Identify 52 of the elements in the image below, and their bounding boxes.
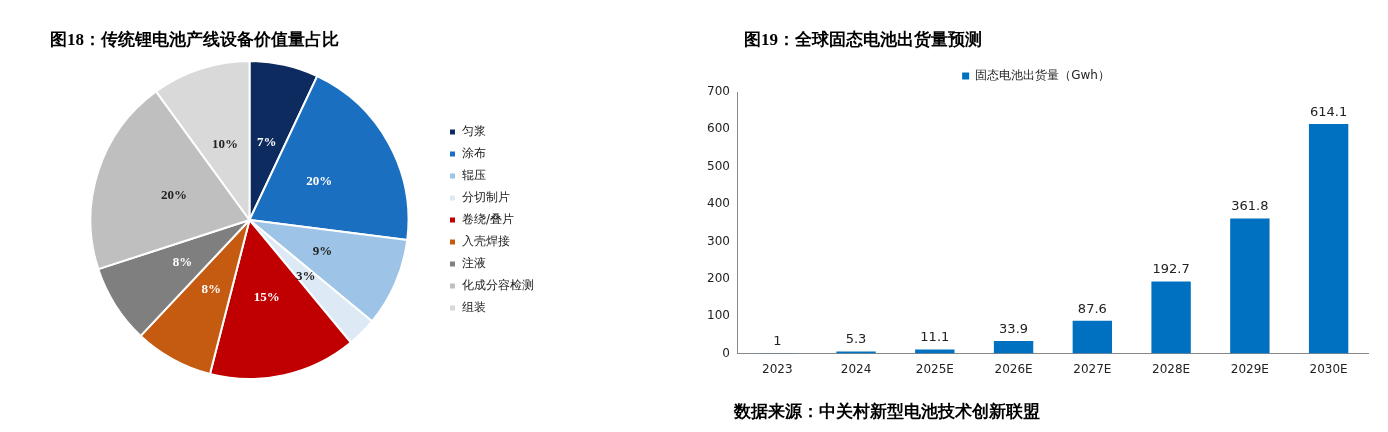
y-tick-label: 600 xyxy=(707,121,730,136)
legend-label: 匀浆 xyxy=(462,124,486,139)
legend-label: 卷绕/叠片 xyxy=(462,212,515,227)
bar xyxy=(1230,218,1270,354)
data-label: 20% xyxy=(160,186,187,202)
y-tick-label: 200 xyxy=(707,270,730,285)
source-note: 数据来源：中关村新型电池技术创新联盟 xyxy=(734,401,1040,423)
x-tick-label: 2025E xyxy=(915,361,954,376)
data-label: 9% xyxy=(312,242,333,258)
x-tick-label: 2027E xyxy=(1073,361,1112,376)
data-label: 8% xyxy=(201,281,221,297)
data-label: 3% xyxy=(295,267,316,283)
data-label: 15% xyxy=(253,288,280,304)
legend-label: 分切制片 xyxy=(462,190,510,205)
legend-label: 注液 xyxy=(462,256,486,271)
data-label: 361.8 xyxy=(1231,198,1269,214)
data-label: 5.3 xyxy=(845,331,867,347)
chart-title: 图19：全球固态电池出货量预测 xyxy=(744,29,982,51)
data-label: 11.1 xyxy=(920,329,950,345)
bar xyxy=(915,349,955,354)
x-tick-label: 2024 xyxy=(840,361,872,376)
x-tick-label: 2026E xyxy=(994,361,1033,376)
chart-title: 图18：传统锂电池产线设备价值量占比 xyxy=(50,29,339,51)
legend-label: 化成分容检测 xyxy=(462,278,534,293)
legend-label: 涂布 xyxy=(462,146,486,161)
x-tick-label: 2023 xyxy=(762,361,793,376)
data-label: 614.1 xyxy=(1310,103,1348,119)
legend-label: 组装 xyxy=(462,300,486,315)
x-tick-label: 2029E xyxy=(1230,361,1269,376)
data-label: 192.7 xyxy=(1152,261,1190,277)
legend-label: 入壳焊接 xyxy=(462,234,510,249)
bar xyxy=(1308,124,1349,354)
bar xyxy=(993,340,1034,354)
y-tick-label: 0 xyxy=(722,345,730,360)
y-tick-label: 400 xyxy=(707,196,730,211)
bar xyxy=(1072,320,1113,354)
data-label: 20% xyxy=(306,173,333,189)
y-tick-label: 700 xyxy=(707,84,730,99)
data-label: 8% xyxy=(172,253,193,269)
data-label: 7% xyxy=(257,133,277,149)
legend-label: 辊压 xyxy=(462,168,486,183)
y-tick-label: 500 xyxy=(707,158,730,173)
x-tick-label: 2028E xyxy=(1152,361,1191,376)
data-label: 10% xyxy=(211,135,238,151)
legend-label: 固态电池出货量（Gwh） xyxy=(975,68,1110,83)
bar xyxy=(1151,281,1191,354)
x-tick-label: 2030E xyxy=(1309,361,1348,376)
data-label: 33.9 xyxy=(999,320,1029,336)
y-tick-label: 300 xyxy=(707,233,730,248)
data-label: 1 xyxy=(773,333,782,349)
y-tick-label: 100 xyxy=(707,308,730,323)
data-label: 87.6 xyxy=(1077,300,1107,316)
